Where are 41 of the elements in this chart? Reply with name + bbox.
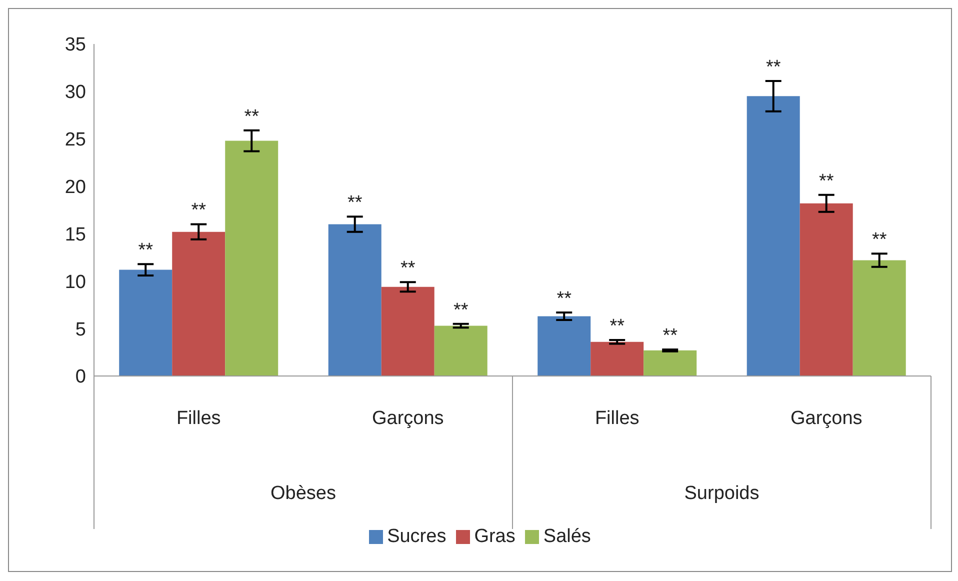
- bar: [328, 224, 382, 376]
- bar: [119, 270, 172, 376]
- bar: [800, 203, 853, 376]
- bar: [434, 326, 488, 376]
- legend-label: Salés: [543, 526, 591, 547]
- data-label: **: [138, 240, 154, 262]
- text: Obèses: [270, 483, 336, 504]
- y-tick-label: 25: [64, 130, 86, 151]
- data-label: **: [872, 230, 888, 251]
- x-tick-label: Filles: [594, 408, 640, 429]
- y-tick-label: 35: [64, 34, 86, 56]
- data-label: **: [766, 56, 782, 78]
- x-tick-label: Garçons: [790, 408, 862, 429]
- y-tick-label: 30: [64, 82, 86, 104]
- y-tick-label: 15: [64, 224, 86, 246]
- bar: [172, 232, 226, 376]
- bar: [381, 286, 434, 376]
- legend-label: Gras: [474, 526, 516, 547]
- data-label: **: [400, 258, 416, 280]
- x-tick-label: Filles: [176, 408, 221, 429]
- legend-label: Sucres: [387, 526, 446, 547]
- data-label: **: [347, 192, 363, 214]
- bar: [590, 342, 644, 376]
- y-tick-label: 0: [75, 366, 86, 388]
- x-tick-label: Garçons: [372, 408, 444, 429]
- data-label: **: [662, 325, 678, 346]
- data-label: **: [556, 288, 572, 310]
- data-label: **: [191, 200, 207, 222]
- data-label: **: [610, 316, 626, 337]
- data-label: **: [244, 106, 260, 128]
- data-label: **: [453, 300, 469, 321]
- bar: [644, 350, 697, 376]
- bar: [852, 260, 906, 376]
- bar: [746, 96, 800, 376]
- text: Surpoids: [684, 483, 760, 504]
- data-label: **: [818, 170, 834, 192]
- bar: [225, 140, 278, 376]
- y-tick-label: 20: [64, 177, 86, 198]
- y-tick-label: 5: [75, 319, 86, 340]
- y-tick-label: 10: [64, 272, 86, 293]
- bar: [538, 316, 591, 376]
